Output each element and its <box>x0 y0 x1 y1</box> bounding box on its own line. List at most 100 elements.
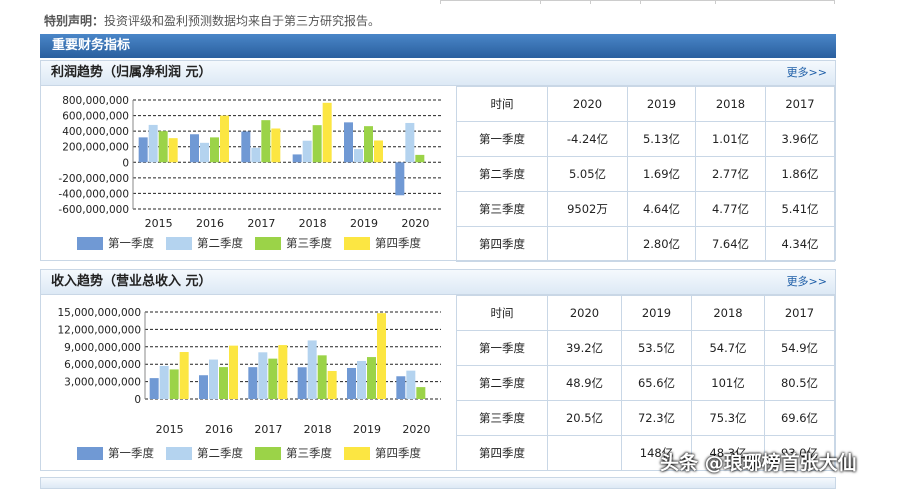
revenue-chart: 15,000,000,000 12,000,000,000 9,000,000,00… <box>41 295 456 460</box>
table-cell: 148亿 <box>621 435 692 471</box>
bar-2017-q3 <box>268 358 278 399</box>
table-header-cell: 2019 <box>627 86 696 122</box>
profit-panel-title: 利润趋势（归属净利润 元） 更多>> <box>41 61 835 86</box>
table-cell: 4.77亿 <box>695 191 766 227</box>
revenue-chart-svg: 15,000,000,000 12,000,000,000 9,000,000,00… <box>58 307 441 436</box>
table-cell: 101亿 <box>691 365 765 401</box>
x-tick-label: 2018 <box>299 217 327 230</box>
table-header-row: 时间 2020 2019 2018 2017 <box>456 295 835 331</box>
table-cell: 第四季度 <box>456 435 548 471</box>
y-tick-label: 9,000,000,000 <box>64 342 141 354</box>
legend-item: 第二季度 <box>166 235 243 251</box>
table-header-cell: 2020 <box>547 86 628 122</box>
table-cell: 第二季度 <box>456 365 548 401</box>
legend-swatch-q4 <box>344 236 370 250</box>
table-cell: 75.3亿 <box>691 400 765 436</box>
bar-2019-q1 <box>344 122 353 163</box>
profit-panel: 利润趋势（归属净利润 元） 更多>> 800,000,000 600,000,00… <box>40 60 836 262</box>
bar-2017-q1 <box>248 367 258 399</box>
table-header-cell: 2018 <box>695 86 766 122</box>
bar-2017-q2 <box>251 147 261 163</box>
x-tick-label: 2017 <box>247 217 275 230</box>
table-cell: 53.5亿 <box>621 330 692 366</box>
bar-2020-q2 <box>405 122 415 163</box>
legend-label: 第三季度 <box>286 446 332 460</box>
legend-swatch-q2 <box>166 446 192 460</box>
bar-2020-q1 <box>396 376 406 399</box>
table-cell: 48.3亿 <box>691 435 765 471</box>
bar-2018-q4 <box>327 370 337 399</box>
revenue-more-link[interactable]: 更多>> <box>786 275 827 288</box>
bar-2019-q2 <box>357 360 366 399</box>
bar-2017-q2 <box>258 352 268 399</box>
bar-2016-q4 <box>220 115 229 163</box>
bar-2019-q3 <box>367 357 376 399</box>
legend-label: 第四季度 <box>375 236 421 250</box>
profit-title: 利润趋势（归属净利润 元） <box>51 65 212 80</box>
x-tick-label: 2017 <box>254 423 282 436</box>
table-row: 第二季度 5.05亿 1.69亿 2.77亿 1.86亿 <box>456 156 835 192</box>
legend-item: 第二季度 <box>166 445 243 461</box>
table-cell: 39.2亿 <box>547 330 622 366</box>
x-tick-label: 2020 <box>402 423 430 436</box>
bar-2015-q3 <box>158 131 168 163</box>
table-cell: 第一季度 <box>456 330 548 366</box>
bar-2016-q1 <box>190 134 199 163</box>
table-row: 第三季度 9502万 4.64亿 4.77亿 5.41亿 <box>456 191 835 227</box>
y-tick-label: 0 <box>134 394 141 406</box>
bar-2015-q3 <box>169 369 179 399</box>
y-tick-label: 12,000,000,000 <box>58 324 142 336</box>
table-cell: 80.5亿 <box>764 365 835 401</box>
x-tick-label: 2016 <box>205 423 233 436</box>
bar-2020-q3 <box>416 387 426 399</box>
bar-2016-q3 <box>210 137 219 163</box>
x-tick-label: 2019 <box>350 217 378 230</box>
legend-label: 第二季度 <box>197 236 243 250</box>
revenue-panel: 收入趋势（营业总收入 元） 更多>> 15,000,000,000 12,000,… <box>40 269 836 471</box>
disclaimer-text: 投资评级和盈利预测数据均来自于第三方研究报告。 <box>104 14 381 28</box>
bar-2019-q4 <box>374 140 383 163</box>
table-cell: -4.24亿 <box>547 121 628 157</box>
y-tick-label: 200,000,000 <box>62 142 129 154</box>
table-cell: 69.6亿 <box>764 400 835 436</box>
table-row: 第三季度 20.5亿 72.3亿 75.3亿 69.6亿 <box>456 400 835 436</box>
disclaimer-label: 特别声明： <box>44 14 105 28</box>
bar-2015-q4 <box>168 138 178 163</box>
y-tick-label: 600,000,000 <box>62 111 129 123</box>
x-tick-label: 2020 <box>401 217 429 230</box>
revenue-legend: 第一季度 第二季度 第三季度 第四季度 <box>77 445 433 461</box>
bar-2017-q3 <box>261 120 271 163</box>
bar-2018-q1 <box>297 367 307 399</box>
disclaimer: 特别声明：投资评级和盈利预测数据均来自于第三方研究报告。 <box>44 12 380 29</box>
legend-swatch-q3 <box>255 236 281 250</box>
legend-label: 第三季度 <box>286 236 332 250</box>
bar-2017-q4 <box>271 128 281 163</box>
bar-2016-q2 <box>200 142 209 163</box>
y-tick-label: -600,000,000 <box>58 204 129 216</box>
table-cell: 第三季度 <box>456 400 548 436</box>
legend-swatch-q4 <box>344 446 370 460</box>
legend-item: 第一季度 <box>77 235 154 251</box>
table-cell <box>547 226 628 262</box>
y-tick-label: 800,000,000 <box>62 95 129 107</box>
table-cell: 54.9亿 <box>764 330 835 366</box>
x-tick-label: 2016 <box>196 217 224 230</box>
bar-2019-q4 <box>377 313 386 399</box>
table-cell: 1.69亿 <box>627 156 696 192</box>
table-cell: 4.64亿 <box>627 191 696 227</box>
bar-2016-q3 <box>219 367 228 399</box>
profit-more-link[interactable]: 更多>> <box>786 66 827 79</box>
table-header-cell: 2017 <box>765 86 835 122</box>
table-row: 第四季度 2.80亿 7.64亿 4.34亿 <box>456 226 835 262</box>
table-row: 第二季度 48.9亿 65.6亿 101亿 80.5亿 <box>456 365 835 401</box>
bar-2019-q2 <box>354 149 363 163</box>
legend-label: 第一季度 <box>108 446 154 460</box>
profit-chart-svg: 800,000,000 600,000,000 400,000,000 200,000… <box>58 95 441 230</box>
bar-2019-q3 <box>364 126 373 163</box>
bar-2015-q2 <box>148 124 158 163</box>
table-cell: 72.3亿 <box>621 400 692 436</box>
x-tick-label: 2015 <box>145 217 173 230</box>
table-cell: 2.77亿 <box>695 156 766 192</box>
table-cell: 48.9亿 <box>547 365 622 401</box>
y-tick-label: 400,000,000 <box>62 126 129 138</box>
